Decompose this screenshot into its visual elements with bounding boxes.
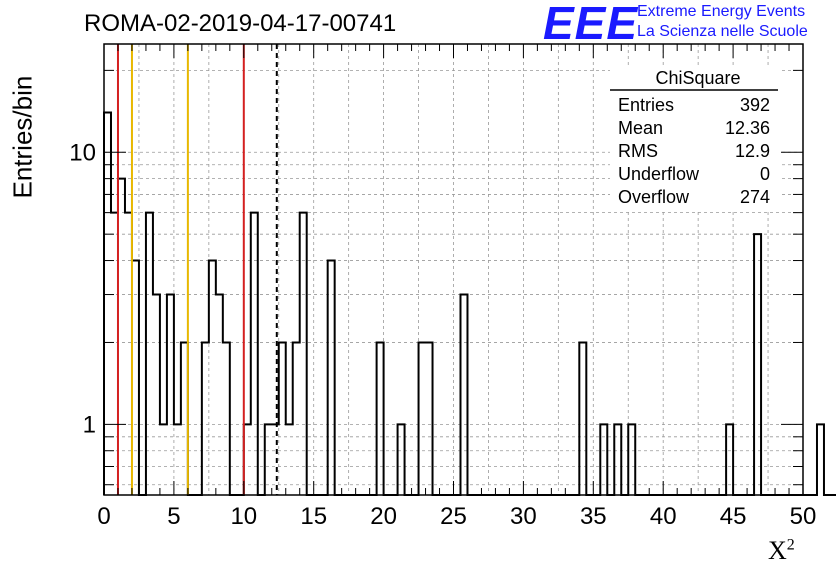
stats-label: Underflow xyxy=(618,164,700,184)
stats-label: Mean xyxy=(618,118,663,138)
stats-value: 392 xyxy=(740,95,770,115)
x-axis-label: X2 xyxy=(768,536,795,565)
logo-line-1: Extreme Energy Events xyxy=(637,3,806,20)
stats-value: 274 xyxy=(740,187,770,207)
y-axis-label: Entries/bin xyxy=(7,75,38,199)
x-tick-label: 25 xyxy=(440,503,467,530)
x-tick-label: 10 xyxy=(230,503,257,530)
x-tick-label: 45 xyxy=(720,503,747,530)
x-tick-label: 5 xyxy=(167,503,180,530)
x-tick-label: 30 xyxy=(510,503,537,530)
x-tick-label: 40 xyxy=(650,503,677,530)
x-tick-label: 50 xyxy=(790,503,817,530)
stats-label: RMS xyxy=(618,141,658,161)
stats-value: 12.36 xyxy=(725,118,770,138)
y-tick-label: 1 xyxy=(83,411,96,438)
stats-title: ChiSquare xyxy=(655,68,740,88)
x-tick-label: 20 xyxy=(370,503,397,530)
x-tick-label: 35 xyxy=(580,503,607,530)
stats-value: 0 xyxy=(760,164,770,184)
stats-label: Overflow xyxy=(618,187,690,207)
y-tick-label: 10 xyxy=(69,139,96,166)
stats-label: Entries xyxy=(618,95,674,115)
stats-value: 12.9 xyxy=(735,141,770,161)
logo-line-2: La Scienza nelle Scuole xyxy=(637,23,808,40)
plot-title: ROMA-02-2019-04-17-00741 xyxy=(84,10,397,37)
x-tick-label: 0 xyxy=(97,503,110,530)
eee-logo: EEE xyxy=(543,0,639,49)
x-tick-label: 15 xyxy=(300,503,327,530)
